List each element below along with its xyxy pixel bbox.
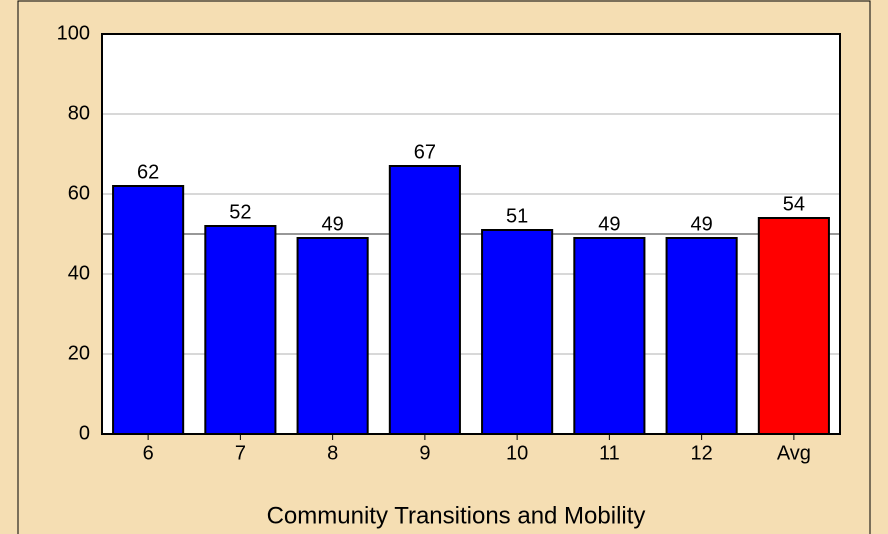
x-tick-label: Avg <box>777 442 811 464</box>
value-label: 49 <box>691 213 713 235</box>
bar <box>296 237 369 435</box>
y-tick-label: 0 <box>79 422 90 444</box>
bar <box>388 165 461 435</box>
y-tick-label: 60 <box>68 182 90 204</box>
value-label: 49 <box>598 213 620 235</box>
x-tick-label: 7 <box>235 442 246 464</box>
x-axis-title: Community Transitions and Mobility <box>267 502 646 529</box>
value-label: 49 <box>322 213 344 235</box>
y-tick-label: 20 <box>68 342 90 364</box>
bar <box>481 229 554 435</box>
value-label: 67 <box>414 141 436 163</box>
bar <box>112 185 185 435</box>
x-tick-label: 8 <box>327 442 338 464</box>
y-tick-label: 40 <box>68 262 90 284</box>
plot-border <box>101 33 841 435</box>
y-tick-label: 100 <box>57 22 90 44</box>
x-tick-label: 11 <box>599 442 620 464</box>
x-tick-label: 10 <box>506 442 528 464</box>
value-label: 52 <box>229 201 251 223</box>
bar <box>757 217 830 435</box>
value-label: 62 <box>137 161 159 183</box>
bar <box>665 237 738 435</box>
value-label: 51 <box>506 205 528 227</box>
bar <box>204 225 277 435</box>
y-tick-label: 80 <box>68 102 90 124</box>
bar <box>573 237 646 435</box>
value-label: 54 <box>783 193 805 215</box>
x-tick-label: 9 <box>419 442 430 464</box>
x-tick-label: 6 <box>143 442 154 464</box>
x-tick-label: 12 <box>691 442 713 464</box>
